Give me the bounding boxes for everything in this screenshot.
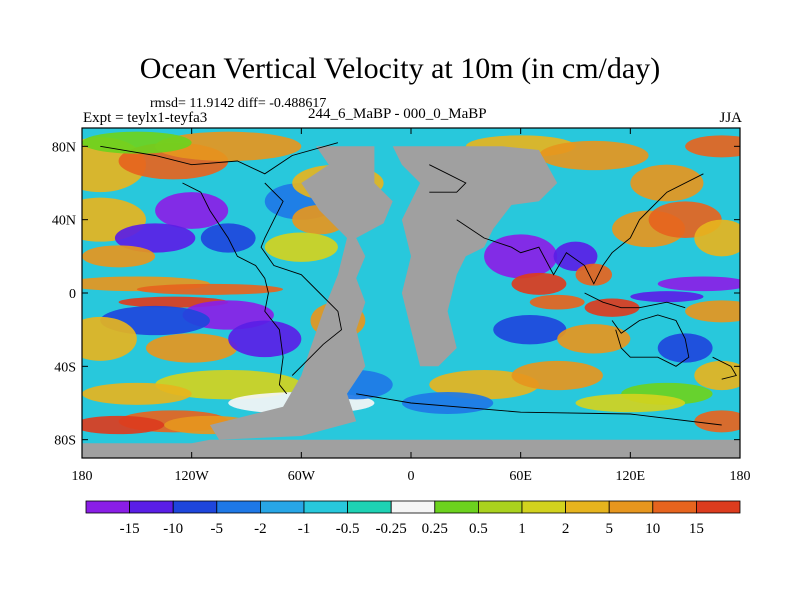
land-mass — [209, 146, 393, 440]
ocean-field-patch — [657, 276, 740, 292]
ocean-field-patch — [82, 316, 137, 361]
colorbar-label: 0.5 — [469, 521, 488, 537]
colorbar-swatch — [696, 500, 741, 514]
ocean-field-patch — [228, 320, 302, 358]
colorbar-label: 2 — [562, 521, 570, 537]
ocean-field-patch — [114, 223, 196, 253]
y-tick-label: 80S — [54, 434, 76, 449]
ocean-field-patch — [694, 410, 740, 433]
colorbar-label: -15 — [120, 521, 140, 537]
colorbar-label: -0.25 — [376, 521, 407, 537]
ocean-field-patch — [136, 283, 284, 295]
x-tick-label: 120W — [175, 469, 210, 484]
ocean-field-patch — [82, 131, 192, 154]
colorbar-swatch — [565, 500, 610, 514]
difference-label: 244_6_MaBP - 000_0_MaBP — [308, 106, 487, 122]
colorbar-swatch — [521, 500, 566, 514]
colorbar-swatch — [652, 500, 697, 514]
ocean-field-patch — [264, 232, 338, 262]
coastline — [260, 182, 342, 376]
x-tick-label: 180 — [72, 469, 93, 484]
colorbar-swatch — [85, 500, 130, 514]
ocean-field-patch — [511, 272, 567, 295]
coastline — [712, 356, 737, 380]
coastline — [100, 142, 339, 175]
ocean-field-patch — [155, 131, 302, 161]
colorbar-label: 0.25 — [422, 521, 448, 537]
ocean-field-patch — [575, 393, 686, 413]
ocean-field-patch — [82, 415, 165, 435]
colorbar-swatch — [172, 500, 218, 514]
colorbar-swatch — [129, 500, 174, 514]
colorbar-label: -2 — [254, 521, 267, 537]
colorbar-swatch — [390, 500, 436, 514]
x-tick-label: 180 — [730, 469, 751, 484]
ocean-field-patch — [575, 263, 613, 286]
season-label: JJA — [719, 110, 742, 126]
ocean-field-patch — [538, 140, 649, 171]
ocean-field-patch — [493, 315, 567, 345]
land-mass — [82, 439, 740, 458]
ocean-field-patch — [584, 298, 640, 317]
colorbar-label: 10 — [645, 521, 660, 537]
colorbar-label: -10 — [163, 521, 183, 537]
experiment-label: Expt = teylx1-teyfa3 — [83, 110, 208, 126]
ocean-field-patch — [429, 370, 539, 400]
ocean-field-patch — [484, 234, 558, 279]
ocean-field-patch — [155, 370, 302, 400]
colorbar-label: 5 — [605, 521, 613, 537]
coastline — [182, 182, 288, 395]
colorbar-swatch — [477, 500, 523, 514]
ocean-field-patch — [557, 324, 631, 354]
ocean-field-patch — [511, 360, 603, 391]
ocean-field-patch — [401, 392, 494, 414]
ocean-field-patch — [694, 219, 740, 257]
ocean-field-patch — [657, 333, 713, 363]
coastline — [356, 393, 722, 426]
ocean-field-patch — [155, 192, 229, 229]
coastline — [429, 164, 467, 193]
y-tick-label: 40N — [52, 214, 76, 229]
y-tick-label: 80N — [52, 140, 76, 155]
ocean-field-patch — [630, 291, 704, 303]
ocean-field-patch — [82, 382, 192, 405]
ocean-field-patch — [553, 241, 598, 271]
x-tick-label: 60W — [288, 469, 316, 484]
map-title: Ocean Vertical Velocity at 10m (in cm/da… — [139, 52, 661, 85]
colorbar-swatch — [303, 500, 348, 514]
coastline — [611, 314, 690, 367]
ocean-field-patch — [145, 333, 238, 363]
ocean-field-patch — [694, 360, 740, 391]
colorbar-swatch — [608, 500, 654, 514]
ocean-field-patch — [685, 135, 740, 158]
coastline — [584, 292, 686, 309]
y-tick-label: 40S — [54, 360, 76, 375]
colorbar-label: 15 — [689, 521, 704, 537]
coastline — [456, 173, 704, 285]
colorbar-swatch — [347, 500, 392, 514]
y-tick-label: 0 — [69, 287, 76, 302]
ocean-field-patch — [529, 294, 585, 310]
land-mass — [392, 146, 558, 367]
colorbar-swatch — [434, 500, 479, 514]
stats-label: rmsd= 11.9142 diff= -0.488617 — [150, 96, 327, 111]
land-mass — [484, 155, 521, 169]
colorbar-label: -0.5 — [336, 521, 360, 537]
colorbar-label: -1 — [298, 521, 311, 537]
colorbar-swatch — [259, 500, 305, 514]
ocean-field-patch — [685, 300, 740, 323]
ocean-field-patch — [630, 164, 704, 202]
colorbar-swatch — [216, 500, 261, 514]
x-tick-label: 60E — [509, 469, 532, 484]
colorbar-label: -5 — [211, 521, 224, 537]
ocean-field-patch — [82, 245, 156, 268]
x-tick-label: 120E — [616, 469, 646, 484]
colorbar-label: 1 — [518, 521, 526, 537]
x-tick-label: 0 — [408, 469, 415, 484]
